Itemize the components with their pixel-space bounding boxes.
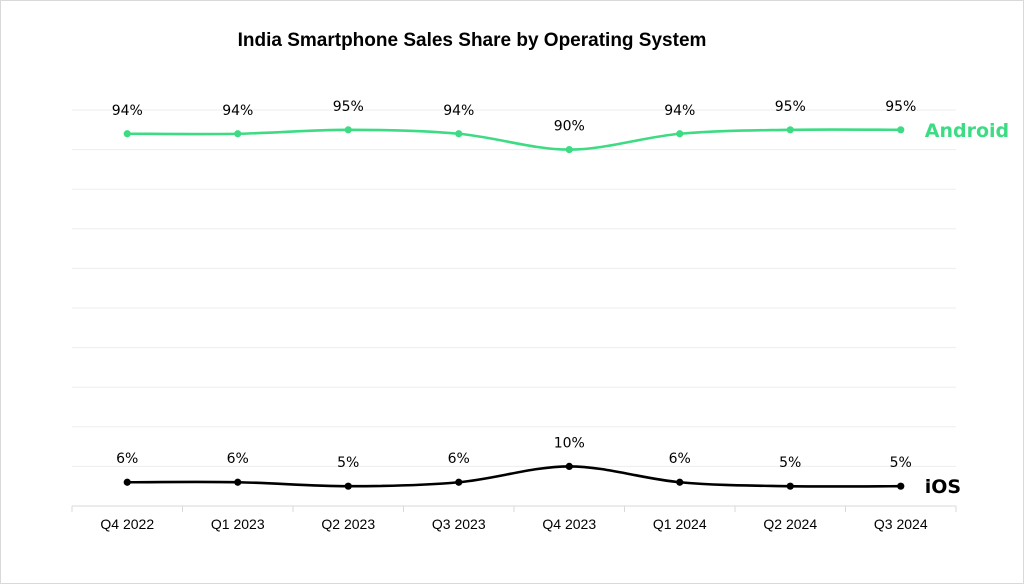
ios-point (344, 482, 352, 490)
android-point (123, 130, 131, 138)
android-data-label: 94% (443, 103, 474, 119)
ios-point (455, 478, 463, 486)
x-tick-label: Q4 2023 (542, 516, 596, 532)
android-data-label: 90% (554, 119, 585, 135)
android-point (234, 130, 242, 138)
ios-data-label: 5% (779, 455, 801, 471)
android-series-line (127, 128, 901, 151)
x-tick-label: Q4 2022 (100, 516, 154, 532)
ios-point (234, 478, 242, 486)
ios-point (123, 478, 131, 486)
ios-data-label: 6% (448, 451, 470, 467)
ios-data-label: 6% (227, 451, 249, 467)
x-tick-label: Q3 2024 (874, 516, 928, 532)
android-point (676, 130, 684, 138)
chart-title: India Smartphone Sales Share by Operatin… (237, 30, 707, 51)
ios-data-label: 5% (890, 455, 912, 471)
android-data-label: 94% (222, 103, 253, 119)
x-tick-label: Q1 2023 (211, 516, 265, 532)
android-point (897, 126, 905, 134)
ios-point (565, 462, 573, 470)
android-series-label: Android (925, 120, 1009, 142)
x-tick-label: Q3 2023 (432, 516, 486, 532)
android-point (455, 130, 463, 138)
ios-data-label: 6% (669, 451, 691, 467)
android-data-label: 94% (664, 103, 695, 119)
android-point (786, 126, 794, 134)
ios-series-label: iOS (925, 476, 961, 498)
android-data-label: 95% (775, 99, 806, 115)
x-tick-label: Q1 2024 (653, 516, 707, 532)
ios-point (897, 482, 905, 490)
android-point (565, 146, 573, 154)
ios-data-label: 6% (116, 451, 138, 467)
ios-data-label: 5% (337, 455, 359, 471)
ios-point (676, 478, 684, 486)
ios-series-line (127, 465, 901, 488)
ios-point (786, 482, 794, 490)
x-tick-label: Q2 2023 (321, 516, 375, 532)
ios-data-label: 10% (554, 435, 585, 451)
android-data-label: 95% (333, 99, 364, 115)
android-data-label: 94% (112, 103, 143, 119)
x-tick-label: Q2 2024 (763, 516, 817, 532)
android-point (344, 126, 352, 134)
android-data-label: 95% (885, 99, 916, 115)
